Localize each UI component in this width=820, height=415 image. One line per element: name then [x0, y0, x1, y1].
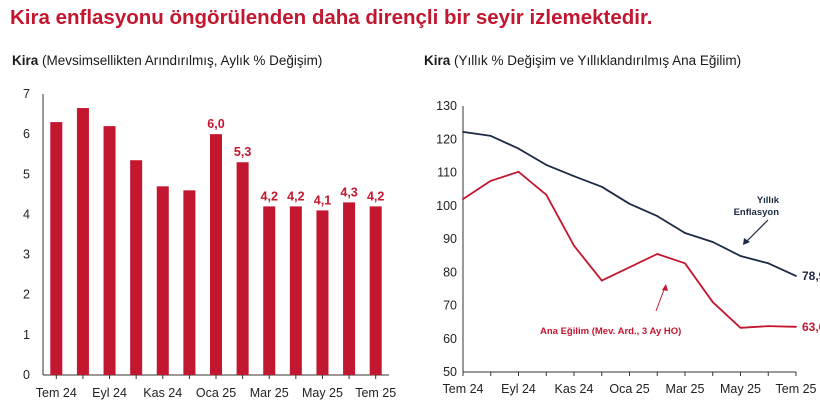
line-point-1: [656, 253, 659, 255]
annotation-arrow-shaft: [744, 219, 769, 244]
bar-y-tick-label: 4: [23, 207, 30, 221]
bar-y-tick-label: 2: [23, 288, 30, 302]
line-point-1: [711, 301, 714, 304]
annotation-yillik-enflasyon-line: Yıllık: [757, 195, 780, 206]
line-point-1: [600, 279, 603, 282]
line-chart-title-rest: (Yıllık % Değişim ve Yıllıklandırılmış A…: [450, 53, 742, 68]
bar-data-label: 6,0: [207, 117, 224, 131]
line-point-0: [628, 202, 631, 205]
line-point-1: [489, 179, 492, 182]
bar-3: [130, 160, 143, 375]
bar-x-tick-label: Tem 25: [355, 386, 396, 400]
bar-8: [263, 206, 276, 375]
line-point-1: [545, 193, 548, 196]
bar-9: [289, 206, 302, 375]
annotation-arrow-head-red: [662, 284, 668, 291]
bar-2: [103, 126, 116, 375]
line-chart-title-bold: Kira: [424, 53, 451, 68]
line-x-tick-label: Tem 24: [443, 382, 484, 396]
line-y-tick-label: 90: [443, 232, 457, 246]
bar-y-tick-label: 6: [23, 127, 30, 141]
annotation-yillik-enflasyon: Yıllık Enflasyon: [734, 195, 780, 218]
bar-6: [210, 134, 222, 375]
bar-0: [50, 122, 63, 375]
line-y-tick-label: 100: [436, 199, 457, 213]
bar-5: [183, 190, 196, 375]
bar-y-tick-label: 0: [23, 368, 30, 382]
line-x-tick-label: Tem 25: [776, 382, 817, 396]
line-point-0: [684, 232, 686, 234]
line-point-1: [767, 325, 770, 328]
line-y-tick-label: 120: [436, 132, 457, 146]
bar-10: [316, 210, 329, 375]
line-point-0: [739, 255, 742, 257]
line-point-1: [684, 262, 686, 265]
bar-x-tick-label: Mar 25: [250, 386, 289, 400]
line-x-tick-label: May 25: [720, 382, 761, 396]
bar-data-label: 4,2: [261, 189, 278, 203]
line-point-0: [573, 175, 575, 178]
line-point-1: [462, 198, 464, 201]
line-point-0: [795, 275, 797, 277]
line-point-0: [656, 215, 659, 217]
line-end-label-1: 63,6: [802, 320, 820, 334]
bar-11: [343, 202, 356, 375]
bar-data-label: 4,3: [340, 185, 357, 199]
line-point-0: [462, 131, 464, 133]
line-point-1: [795, 325, 797, 328]
bar-chart-title-bold: Kira: [12, 53, 39, 68]
annotation-arrow-head: [743, 238, 750, 245]
bar-data-label: 5,3: [234, 145, 251, 159]
line-series-1: [462, 170, 797, 329]
annotation-ana-egilim: Ana Eğilim (Mev. Ard., 3 Ay HO): [540, 326, 681, 337]
line-y-tick-label: 50: [443, 365, 457, 379]
bar-x-tick-label: Kas 24: [143, 386, 182, 400]
bar-chart-title: Kira (Mevsimsellikten Arındırılmış, Aylı…: [12, 53, 322, 68]
bar-y-tick-label: 1: [23, 328, 30, 342]
bar-y-tick-label: 3: [23, 248, 30, 262]
line-x-tick-label: Eyl 24: [501, 382, 536, 396]
line-point-0: [600, 185, 603, 188]
bar-x-tick-label: Oca 25: [196, 386, 236, 400]
line-point-1: [628, 266, 631, 269]
bar-4: [156, 186, 169, 375]
line-end-label-0: 78,9: [802, 269, 820, 283]
bar-chart: 0 1 2 3 4 5 6 7 Tem 24 Eyl 24 Kas 24 6,0 Oca 25 5,3 4,…: [23, 87, 396, 400]
bar-data-label: 4,1: [314, 193, 331, 207]
line-y-tick-label: 110: [437, 166, 457, 180]
bar-data-label: 4,2: [367, 189, 384, 203]
line-x-tick-label: Oca 25: [609, 382, 649, 396]
bar-1: [76, 108, 89, 376]
page-title: Kira enflasyonu öngörülenden daha direnç…: [10, 6, 653, 29]
line-point-1: [739, 326, 742, 329]
line-point-1: [517, 170, 520, 173]
annotation-arrow-shaft-red: [655, 286, 666, 312]
bar-12: [369, 206, 382, 375]
line-y-tick-label: 130: [436, 99, 457, 113]
bar-chart-title-rest: (Mevsimsellikten Arındırılmış, Aylık % D…: [38, 53, 323, 68]
line-y-tick-label: 60: [443, 332, 457, 346]
line-point-0: [767, 262, 770, 265]
bar-data-label: 4,2: [287, 189, 304, 203]
bar-y-tick-label: 5: [23, 167, 30, 181]
line-y-tick-label: 70: [443, 299, 457, 313]
bar-x-tick-label: Eyl 24: [92, 386, 127, 400]
line-point-1: [573, 244, 575, 247]
annotation-yillik-enflasyon-line: Enflasyon: [734, 207, 780, 218]
bar-x-tick-label: Tem 24: [36, 386, 77, 400]
bar-7: [236, 162, 249, 375]
line-point-0: [489, 135, 492, 137]
bar-y-tick-label: 7: [23, 87, 30, 101]
line-point-0: [711, 241, 714, 243]
line-point-0: [517, 147, 520, 150]
line-chart-title: Kira (Yıllık % Değişim ve Yıllıklandırıl…: [424, 53, 741, 68]
line-x-tick-label: Mar 25: [666, 382, 705, 396]
line-x-tick-label: Kas 24: [555, 382, 594, 396]
line-y-tick-label: 80: [443, 265, 457, 279]
bar-x-tick-label: May 25: [302, 386, 343, 400]
line-point-0: [545, 163, 548, 166]
